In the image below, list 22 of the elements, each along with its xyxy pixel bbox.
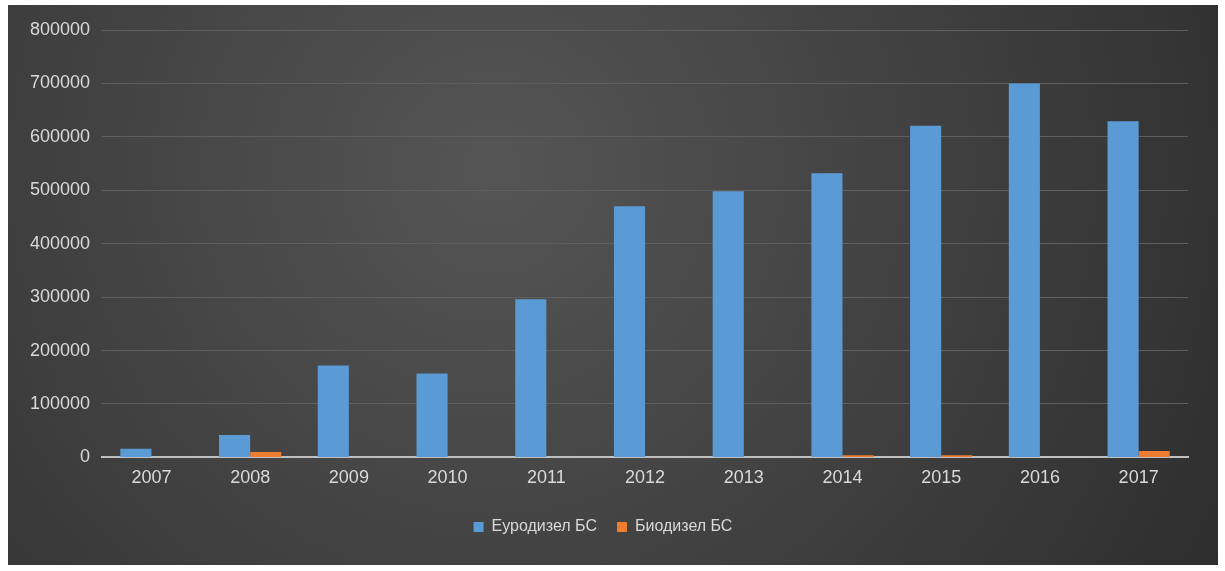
x-tick-label: 2013 [723,467,764,488]
x-tick-label: 2014 [822,467,863,488]
x-tick-label: 2010 [427,467,468,488]
legend-label: Биодизел БС [634,517,733,535]
x-tick-label: 2016 [1019,467,1060,488]
y-tick-label: 700000 [29,72,91,93]
x-tick-label: 2011 [526,467,566,488]
legend-label: Еуродизел БС [491,517,597,535]
x-tick-label: 2012 [625,467,666,488]
y-tick-label: 0 [80,446,91,467]
y-tick-label: 800000 [29,18,91,39]
x-tick-label: 2009 [328,467,369,488]
x-tick-label: 2008 [230,467,271,488]
x-tick-label: 2017 [1118,467,1159,488]
y-tick-label: 300000 [29,286,91,307]
y-tick-label: 500000 [29,179,91,200]
x-tick-label: 2007 [131,467,172,488]
y-tick-label: 100000 [29,392,91,413]
y-tick-label: 200000 [29,339,91,360]
y-tick-label: 600000 [29,125,91,146]
y-tick-label: 400000 [29,232,91,253]
x-tick-label: 2015 [921,467,962,488]
